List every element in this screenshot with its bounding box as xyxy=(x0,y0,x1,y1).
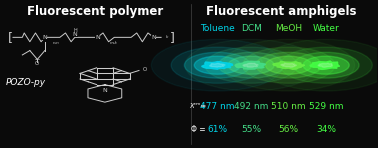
Polygon shape xyxy=(273,61,305,69)
Text: 529 nm: 529 nm xyxy=(309,102,343,111)
Circle shape xyxy=(151,39,284,91)
Text: POZO-py: POZO-py xyxy=(6,78,46,87)
Text: 55%: 55% xyxy=(241,125,261,134)
Circle shape xyxy=(223,39,355,91)
Text: Φ =: Φ = xyxy=(191,125,206,134)
Circle shape xyxy=(256,52,322,78)
Text: Fluorescent polymer: Fluorescent polymer xyxy=(27,5,164,18)
Circle shape xyxy=(280,47,372,83)
Circle shape xyxy=(218,52,284,78)
Polygon shape xyxy=(281,63,297,67)
Circle shape xyxy=(205,47,297,83)
Circle shape xyxy=(194,56,240,74)
Text: O: O xyxy=(143,67,147,72)
Polygon shape xyxy=(235,61,265,69)
Circle shape xyxy=(260,39,378,91)
Polygon shape xyxy=(201,62,233,69)
Text: 61%: 61% xyxy=(207,125,228,134)
Text: Fluorescent amphigels: Fluorescent amphigels xyxy=(206,5,356,18)
Text: 492 nm: 492 nm xyxy=(234,102,268,111)
Text: O: O xyxy=(35,61,39,66)
Text: 34%: 34% xyxy=(316,125,336,134)
Circle shape xyxy=(303,56,349,74)
Text: Toluene: Toluene xyxy=(200,24,235,33)
Text: 56%: 56% xyxy=(279,125,299,134)
Circle shape xyxy=(293,52,359,78)
Polygon shape xyxy=(310,61,339,69)
Text: MeOH: MeOH xyxy=(275,24,302,33)
Polygon shape xyxy=(209,63,225,67)
Text: m-k: m-k xyxy=(110,41,118,45)
Text: k: k xyxy=(166,35,168,39)
Circle shape xyxy=(184,52,250,78)
Polygon shape xyxy=(243,63,258,67)
Circle shape xyxy=(242,47,335,83)
Text: H: H xyxy=(73,28,77,33)
Text: N: N xyxy=(95,35,100,40)
Text: DCM: DCM xyxy=(241,24,262,33)
Text: n-n: n-n xyxy=(53,41,59,45)
Text: 510 nm: 510 nm xyxy=(271,102,306,111)
Text: N: N xyxy=(73,32,77,37)
Text: Water: Water xyxy=(313,24,339,33)
Text: ]: ] xyxy=(170,31,175,44)
Text: N: N xyxy=(151,35,156,40)
Polygon shape xyxy=(318,63,333,67)
Text: 477 nm: 477 nm xyxy=(200,102,235,111)
Text: [: [ xyxy=(8,31,12,44)
Text: N: N xyxy=(42,35,47,40)
Circle shape xyxy=(228,56,274,74)
Circle shape xyxy=(171,47,263,83)
Circle shape xyxy=(185,39,317,91)
Text: N: N xyxy=(102,88,107,93)
Circle shape xyxy=(265,56,312,74)
Text: λᵉᵐ=: λᵉᵐ= xyxy=(190,103,207,109)
